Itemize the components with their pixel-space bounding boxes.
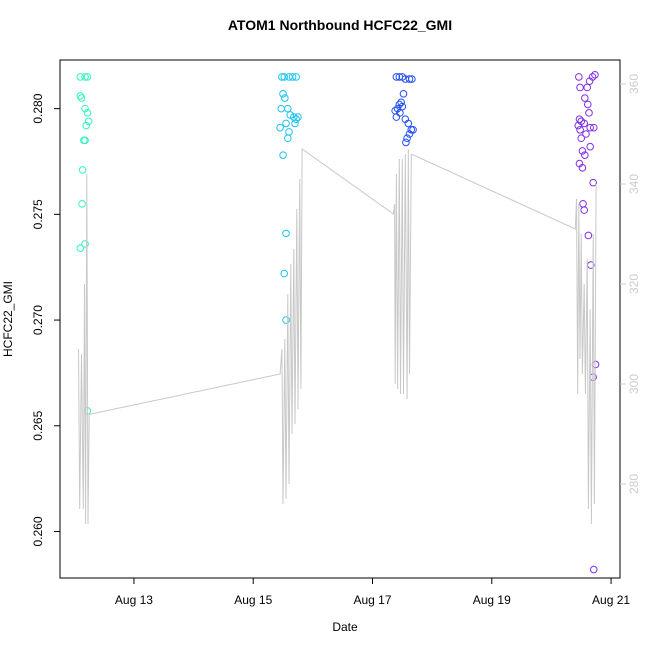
point (84, 117, 93, 126)
line (78, 148, 597, 525)
y-tick-label: 0.280 (31, 93, 45, 123)
point (588, 73, 597, 81)
x-axis-label: Date (332, 620, 358, 634)
point (76, 244, 85, 252)
point (404, 119, 413, 128)
point (581, 94, 589, 102)
x-tick-label: Aug 15 (234, 593, 272, 607)
y-tick-label: 0.275 (31, 199, 45, 229)
point (76, 73, 85, 81)
y2-tick-label: 360 (627, 74, 641, 94)
point (574, 121, 583, 130)
y-tick-label: 0.260 (31, 516, 45, 546)
point (77, 94, 86, 102)
point (81, 136, 89, 145)
point (583, 100, 592, 109)
point (83, 109, 92, 117)
x-tick-label: Aug 21 (592, 593, 630, 607)
plot-frame (59, 59, 621, 579)
point (398, 102, 407, 111)
point (83, 73, 92, 81)
point (78, 199, 86, 208)
x-tick-label: Aug 19 (473, 593, 511, 607)
y2-tick-label: 280 (627, 474, 641, 494)
point (78, 166, 87, 174)
point (405, 130, 414, 138)
point (408, 75, 416, 83)
point (399, 90, 408, 98)
point (581, 151, 589, 159)
point (292, 115, 300, 123)
point (589, 565, 598, 574)
point (392, 113, 401, 121)
point (285, 128, 293, 136)
point (280, 73, 289, 81)
point (284, 134, 292, 143)
y2-tick-label: 340 (627, 174, 641, 194)
point (589, 123, 598, 132)
point (405, 75, 414, 83)
x-tick-label: Aug 17 (353, 593, 391, 607)
point (580, 206, 589, 214)
point (586, 123, 594, 132)
y2-tick-label: 320 (627, 274, 641, 294)
point (392, 73, 401, 81)
point (285, 73, 293, 81)
point (583, 83, 591, 92)
point (288, 73, 297, 81)
point (81, 240, 89, 248)
y2-tick-label: 300 (627, 374, 641, 394)
y-tick-label: 0.265 (31, 410, 45, 440)
point (589, 178, 597, 187)
point (577, 134, 586, 143)
point (81, 73, 89, 81)
point (277, 104, 286, 113)
point (282, 316, 290, 324)
point (279, 151, 287, 159)
x-tick-label: Aug 13 (115, 593, 153, 607)
point (393, 104, 402, 113)
point (280, 269, 289, 278)
y-axis-label: HCFC22_GMI (1, 281, 15, 357)
y-tick-label: 0.270 (31, 305, 45, 335)
point (582, 130, 590, 138)
point (584, 231, 593, 240)
point (575, 73, 583, 81)
point (586, 142, 594, 151)
point (82, 121, 91, 130)
point (291, 119, 299, 128)
point (278, 73, 286, 81)
point (282, 229, 290, 238)
point (578, 164, 587, 172)
point (579, 199, 587, 208)
point (292, 73, 300, 81)
point (276, 123, 284, 132)
point (585, 109, 593, 117)
point (402, 138, 410, 147)
point (576, 83, 584, 92)
point (281, 94, 289, 102)
chart-title: ATOM1 Northbound HCFC22_GMI (228, 17, 452, 33)
point (294, 113, 302, 121)
point (81, 104, 89, 113)
point (591, 71, 599, 79)
point (279, 90, 287, 98)
point (284, 104, 292, 113)
point (282, 119, 290, 128)
point (576, 125, 584, 134)
point (403, 134, 411, 143)
point (397, 98, 405, 107)
point (578, 147, 587, 155)
